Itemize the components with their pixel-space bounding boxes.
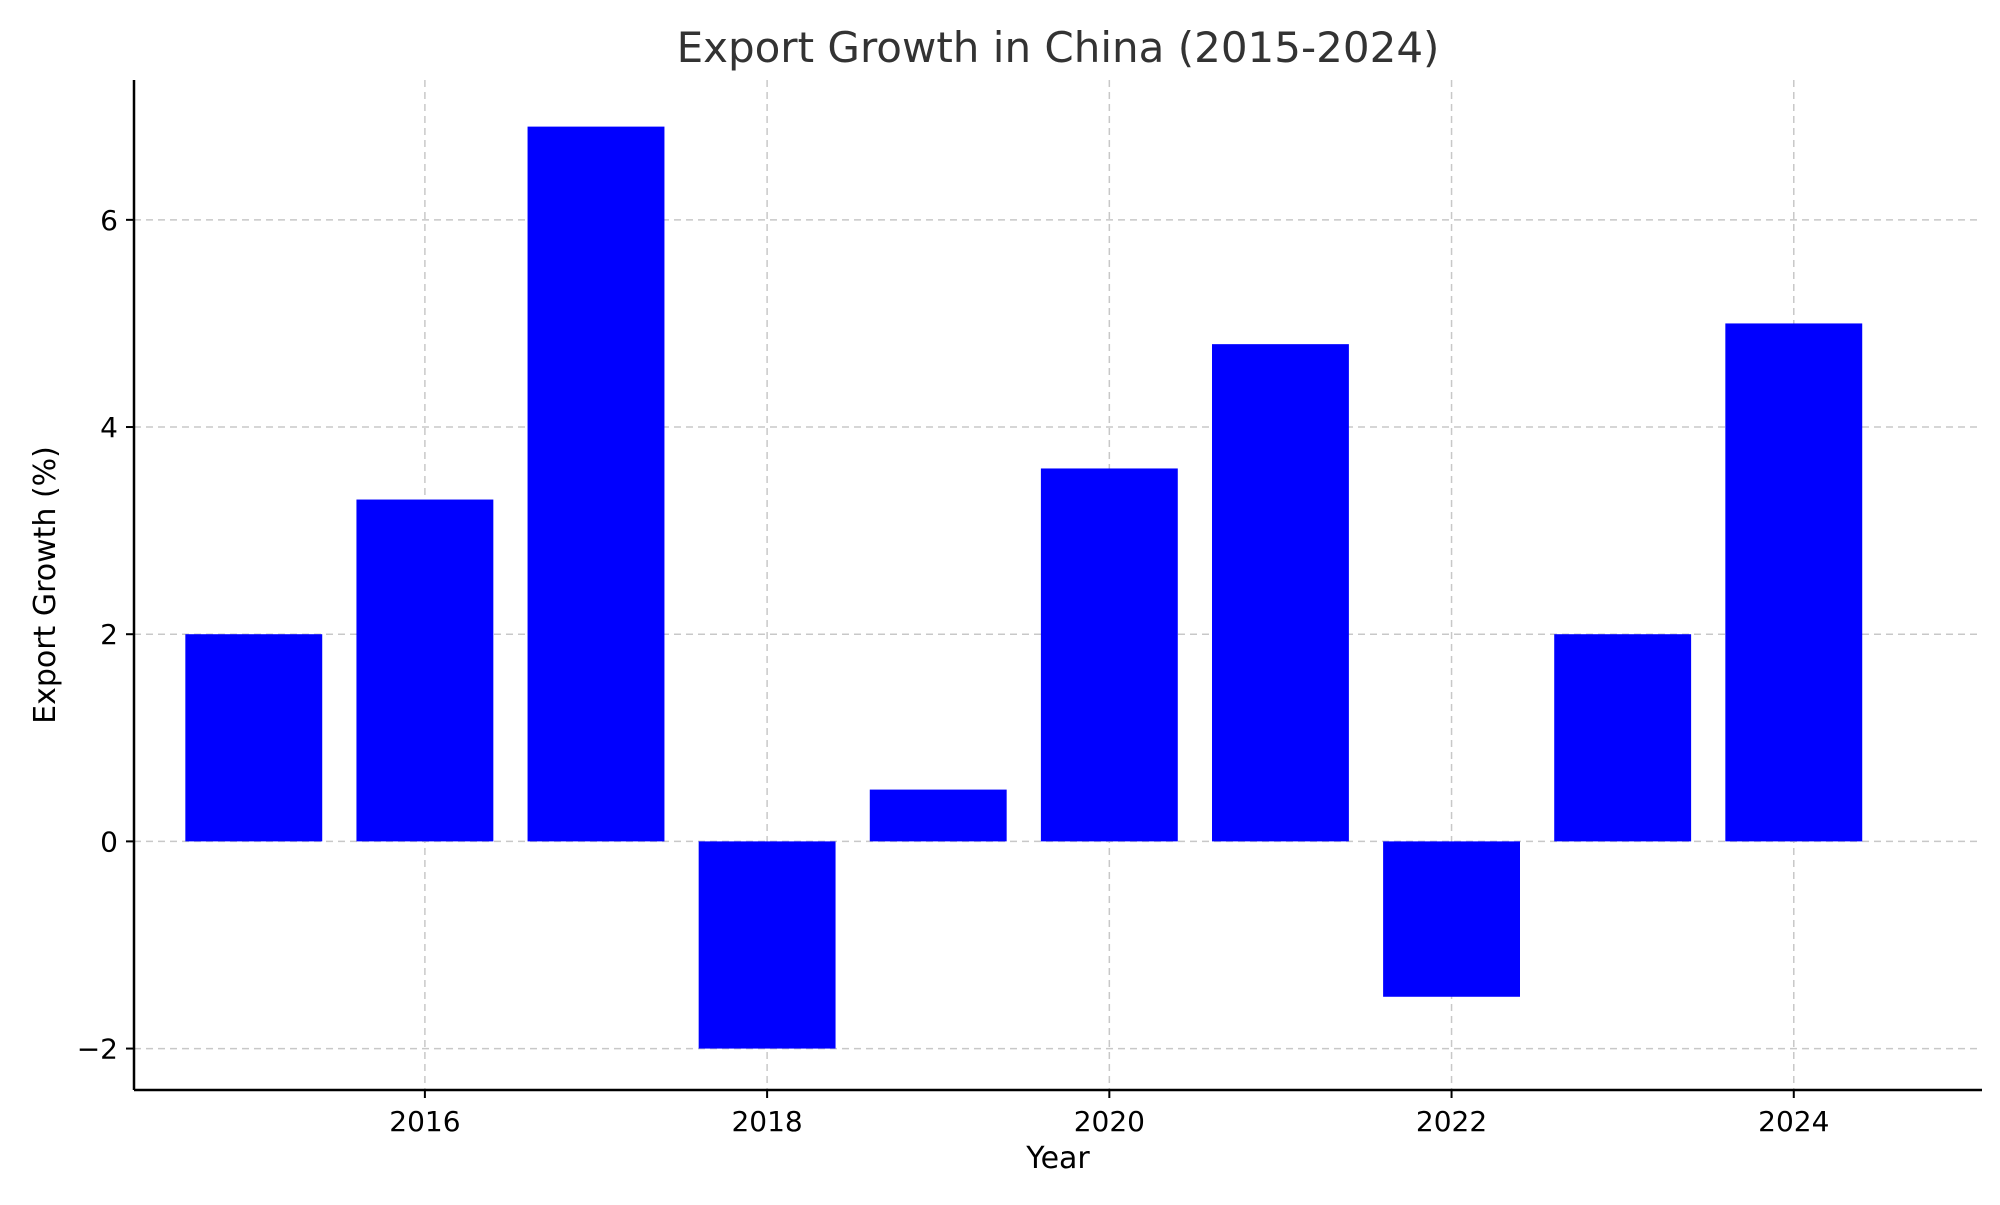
axes [132, 80, 1982, 1092]
y-tick-label-4: 4 [100, 411, 118, 444]
bar-2020 [1040, 468, 1178, 842]
y-tick-label-2: 2 [100, 618, 118, 651]
y-tick-label--2: −2 [77, 1033, 118, 1066]
bar-2023 [1554, 634, 1692, 842]
bars [185, 126, 1863, 1049]
bar-2019 [869, 789, 1007, 842]
bar-2018 [698, 841, 836, 1049]
bar-2021 [1212, 344, 1349, 842]
bar-2016 [356, 499, 494, 842]
x-tick-label-2022: 2022 [1416, 1105, 1487, 1138]
x-tick-label-2020: 2020 [1074, 1105, 1145, 1138]
x-tick-label-2024: 2024 [1758, 1105, 1829, 1138]
x-axis-label: Year [1025, 1141, 1090, 1176]
ticks: 2016 2018 2020 2022 2024 −2 0 2 4 6 [77, 204, 1830, 1138]
bar-2017 [527, 126, 665, 842]
y-tick-label-0: 0 [100, 825, 118, 858]
bar-2024 [1725, 323, 1863, 842]
bar-2022 [1383, 841, 1520, 997]
x-tick-label-2018: 2018 [731, 1105, 802, 1138]
chart-title: Export Growth in China (2015-2024) [677, 23, 1440, 72]
y-tick-label-6: 6 [100, 204, 118, 237]
bar-2015 [185, 634, 323, 842]
x-tick-label-2016: 2016 [389, 1105, 460, 1138]
y-axis-label: Export Growth (%) [28, 446, 63, 724]
